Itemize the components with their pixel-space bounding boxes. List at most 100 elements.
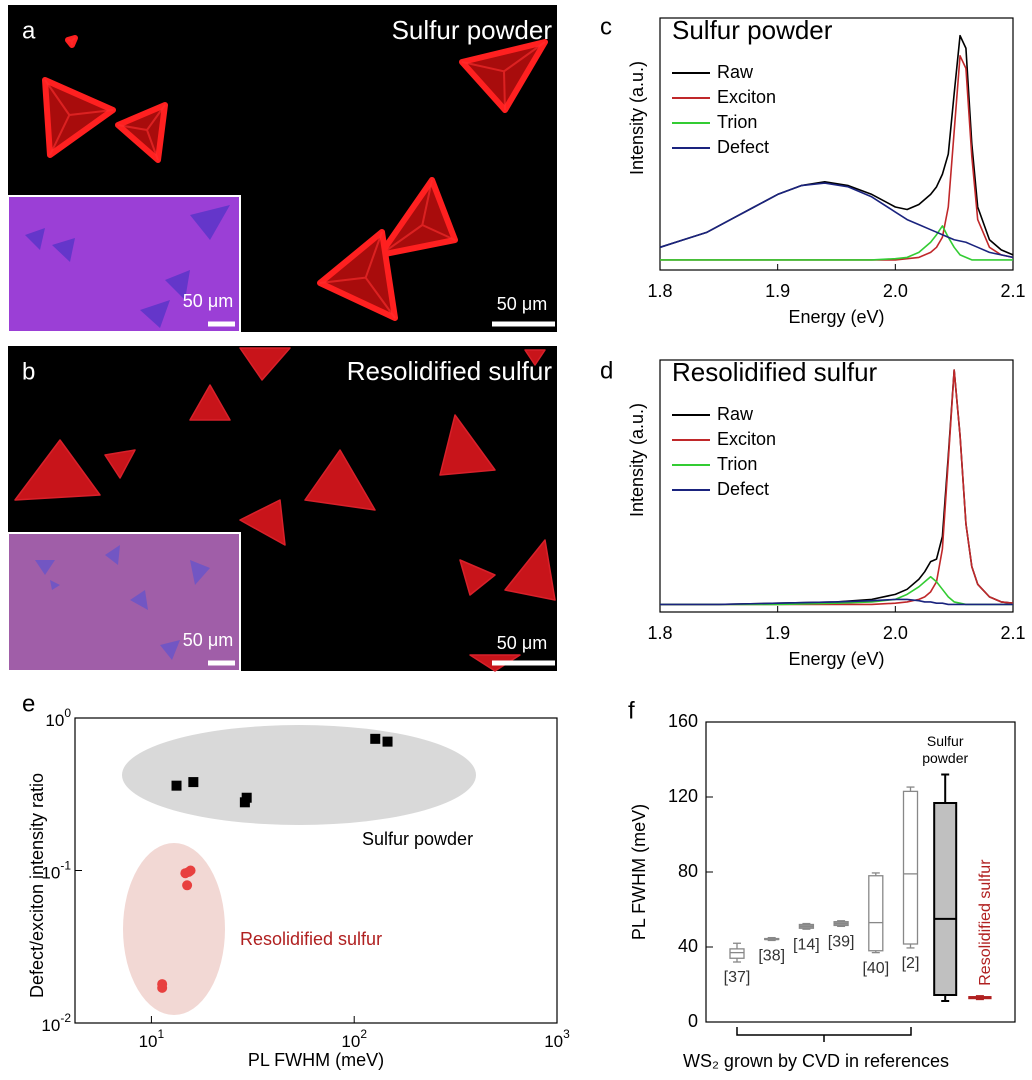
flake-ridge	[461, 41, 546, 111]
y-tick-label: 160	[668, 711, 698, 731]
point	[183, 866, 194, 877]
legend-label: Trion	[717, 112, 757, 132]
box	[902, 790, 919, 945]
series-line	[660, 598, 1013, 606]
flake	[239, 347, 291, 381]
chart-title: Sulfur powder	[672, 15, 833, 45]
x-axis-label: Energy (eV)	[788, 307, 884, 327]
panel-label: b	[22, 358, 35, 385]
series-label: Sulfur powder	[362, 829, 473, 849]
cluster-region	[122, 725, 476, 825]
category-label: [14]	[793, 936, 820, 953]
y-axis-label: PL FWHM (meV)	[629, 804, 649, 940]
flake	[14, 439, 101, 501]
plot-frame	[659, 17, 1014, 271]
flake-ridge	[117, 104, 166, 161]
legend-label: Raw	[717, 404, 754, 424]
flake	[504, 539, 556, 601]
inset-flake	[130, 590, 148, 610]
flake	[317, 229, 398, 321]
x-tick-label: 1.8	[647, 623, 672, 643]
flake	[239, 499, 286, 546]
category-label: Sulfur powder	[922, 733, 968, 766]
category-label: [40]	[862, 960, 889, 977]
flake	[189, 384, 231, 421]
flake	[42, 77, 116, 158]
flake	[377, 177, 458, 258]
legend-label: Defect	[717, 479, 769, 499]
point	[157, 982, 168, 993]
series-line	[660, 575, 1013, 606]
flake	[304, 449, 376, 511]
inset	[7, 532, 241, 672]
flake-ridge	[319, 231, 396, 319]
y-tick-label: 10-2	[41, 1011, 71, 1035]
flake	[104, 449, 136, 479]
y-tick-label: 10-1	[41, 859, 71, 883]
inset-flake	[190, 205, 230, 240]
scale-bar-label: 50 μm	[497, 633, 547, 653]
inset-flake	[25, 228, 45, 250]
plot-frame	[659, 359, 1014, 613]
point	[370, 733, 381, 744]
series-line	[660, 369, 1014, 606]
flake	[439, 414, 496, 476]
x-tick-label: 1.8	[647, 281, 672, 301]
legend-label: Raw	[717, 62, 754, 82]
inset-scale-bar-label: 50 μm	[183, 630, 233, 650]
y-tick-label: 100	[45, 706, 71, 730]
inset-flake	[165, 270, 190, 300]
panel-label: c	[600, 13, 612, 40]
category-label: [38]	[758, 948, 785, 965]
flake-ridge	[67, 37, 76, 46]
x-tick-label: 103	[544, 1027, 570, 1051]
legend-label: Trion	[717, 454, 757, 474]
inset-scale-bar-label: 50 μm	[183, 291, 233, 311]
x-tick-label: 2.1	[1000, 623, 1025, 643]
bracket	[736, 1027, 912, 1042]
legend-label: Defect	[717, 137, 769, 157]
x-tick-label: 1.9	[765, 281, 790, 301]
image-title: Resolidified sulfur	[347, 356, 553, 386]
y-axis-label: Intensity (a.u.)	[627, 61, 647, 175]
panel-label: f	[628, 697, 635, 724]
point	[241, 792, 252, 803]
x-axis-label: WS₂ grown by CVD in references	[683, 1051, 949, 1071]
series-line	[660, 225, 1013, 261]
panel-label: e	[22, 690, 35, 717]
series-line	[660, 369, 1014, 606]
plot-frame	[705, 721, 1016, 1023]
inset-flake	[52, 238, 75, 262]
box	[729, 948, 745, 959]
x-tick-label: 2.1	[1000, 281, 1025, 301]
y-tick-label: 0	[688, 1011, 698, 1031]
inset-flake	[50, 580, 60, 590]
point	[182, 880, 193, 891]
y-tick-label: 80	[678, 861, 698, 881]
cluster-region	[123, 843, 225, 1015]
x-axis-label: PL FWHM (meV)	[248, 1050, 384, 1070]
x-tick-label: 102	[341, 1027, 367, 1051]
x-tick-label: 2.0	[883, 623, 908, 643]
category-label: [2]	[902, 955, 920, 972]
flake	[524, 349, 546, 366]
flake	[459, 559, 496, 596]
flake-ridge	[44, 79, 114, 156]
box	[933, 802, 958, 996]
y-axis-label: Defect/exciton intensity ratio	[27, 773, 47, 998]
y-axis-label: Intensity (a.u.)	[627, 403, 647, 517]
panel-label: d	[600, 357, 613, 384]
panel-label: a	[22, 17, 36, 44]
point	[382, 736, 393, 747]
x-tick-label: 1.9	[765, 623, 790, 643]
inset-flake	[190, 560, 210, 585]
legend-label: Exciton	[717, 429, 776, 449]
image-title: Sulfur powder	[392, 15, 553, 45]
y-tick-label: 40	[678, 936, 698, 956]
series-line	[659, 182, 1014, 259]
point	[188, 777, 199, 788]
y-tick-label: 120	[668, 786, 698, 806]
inset-flake	[105, 545, 120, 565]
x-tick-label: 2.0	[883, 281, 908, 301]
